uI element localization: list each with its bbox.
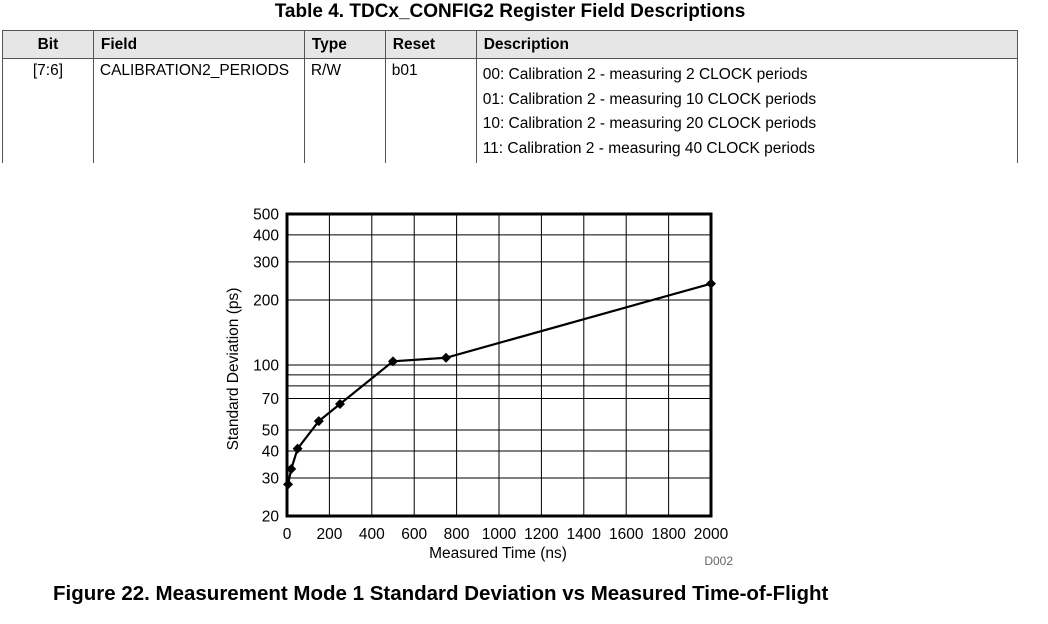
y-tick-label: 300 [253, 254, 279, 271]
x-tick-label: 0 [283, 526, 292, 543]
x-tick-label: 200 [316, 526, 342, 543]
data-point-marker [335, 398, 345, 409]
plot-frame [285, 212, 713, 518]
y-tick-label: 40 [262, 443, 280, 460]
cell-type: R/W [303, 58, 386, 163]
table-row: [7:6] CALIBRATION2_PERIODS R/W b01 00: C… [2, 58, 1019, 163]
data-point-marker [283, 479, 294, 490]
x-tick-label: 2000 [694, 526, 729, 543]
x-tick-label: 800 [444, 526, 470, 543]
data-point-marker [706, 278, 716, 289]
table-title: Table 4. TDCx_CONFIG2 Register Field Des… [274, 1, 746, 22]
y-tick-label: 200 [253, 292, 279, 309]
header-type: Type [303, 30, 386, 59]
x-tick-label: 600 [401, 526, 427, 543]
data-point-marker [388, 356, 398, 367]
cell-reset: b01 [384, 58, 477, 163]
y-tick-label: 20 [262, 509, 280, 526]
y-tick-label: 100 [253, 358, 279, 375]
y-tick-label: 70 [262, 391, 280, 408]
data-point-marker [441, 352, 451, 363]
x-tick-label: 1200 [524, 526, 559, 543]
register-field-table: Bit Field Type Reset Description [7:6] C… [2, 30, 1019, 163]
series-line [286, 282, 712, 485]
cell-field: CALIBRATION2_PERIODS [92, 58, 305, 163]
header-reset: Reset [384, 30, 477, 59]
y-tick-label: 50 [262, 423, 280, 440]
description-line: 11: Calibration 2 - measuring 40 CLOCK p… [482, 139, 815, 157]
x-axis-label: Measured Time (ns) [429, 545, 567, 562]
description-line: 00: Calibration 2 - measuring 2 CLOCK pe… [482, 66, 808, 83]
y-tick-label: 30 [262, 470, 280, 487]
description-line: 10: Calibration 2 - measuring 20 CLOCK p… [482, 115, 817, 132]
y-axis-label: Standard Deviation (ps) [225, 288, 242, 451]
x-tick-label: 400 [359, 526, 385, 543]
figure-id-label: D002 [704, 554, 733, 568]
data-point-marker [292, 443, 303, 454]
header-field: Field [92, 30, 305, 59]
cell-description: 00: Calibration 2 - measuring 2 CLOCK pe… [475, 58, 1019, 163]
y-tick-label: 500 [253, 207, 279, 224]
header-description: Description [475, 30, 1019, 59]
x-tick-label: 1000 [482, 526, 517, 543]
x-tick-label: 1800 [651, 526, 686, 543]
data-point-marker [313, 416, 324, 427]
data-point-marker [286, 464, 297, 475]
description-line: 01: Calibration 2 - measuring 10 CLOCK p… [482, 90, 817, 108]
figure-caption: Figure 22. Measurement Mode 1 Standard D… [53, 582, 829, 605]
x-tick-label: 1600 [609, 526, 644, 543]
table-header-row: Bit Field Type Reset Description [2, 30, 1019, 59]
x-tick-label: 1400 [567, 526, 602, 543]
y-tick-label: 400 [253, 227, 279, 244]
